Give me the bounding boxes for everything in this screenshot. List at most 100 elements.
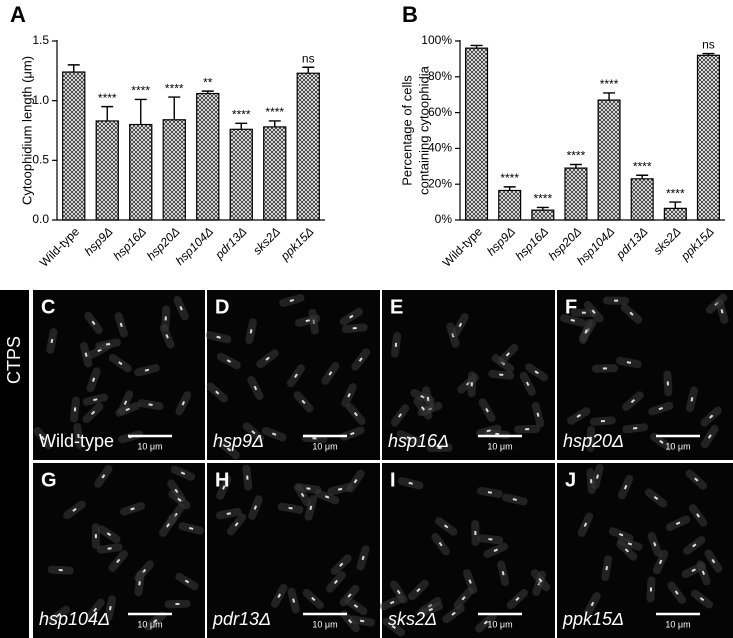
cytoophidium	[226, 512, 231, 515]
cytoophidium	[581, 311, 586, 314]
cytoophidium	[222, 485, 226, 490]
cytoophidium	[438, 541, 443, 547]
strain-label: hsp9Δ	[213, 431, 264, 451]
bar	[95, 120, 119, 221]
cytoophidium	[306, 487, 311, 490]
micrograph	[379, 463, 555, 638]
cytoophidium	[461, 596, 466, 601]
cytoophidium	[216, 335, 221, 339]
cytoophidium	[391, 624, 396, 629]
cytoophidium	[584, 329, 588, 334]
cytoophidium	[50, 338, 54, 344]
cytoophidium	[591, 309, 596, 314]
micrograph	[205, 290, 380, 460]
cytoophidium	[630, 399, 636, 404]
bar	[263, 126, 287, 221]
cytoophidium	[347, 593, 352, 598]
cytoophidium	[600, 419, 605, 423]
y-tick-label: 80%	[428, 69, 452, 83]
cytoophidium	[84, 352, 88, 357]
scale-bar-label: 10 μm	[487, 441, 512, 451]
cytoophidium	[707, 434, 712, 439]
cytoophidium	[339, 562, 344, 567]
significance-label: ****	[232, 108, 251, 122]
cytoophidium	[406, 436, 412, 440]
cytoophidium	[93, 607, 98, 613]
cytoophidium	[653, 496, 659, 501]
x-tick-label: pdr13Δ	[212, 224, 250, 262]
cytoophidium	[633, 427, 638, 430]
cytoophidium	[538, 577, 543, 583]
cytoophidium	[505, 352, 510, 357]
cytoophidium	[451, 611, 456, 616]
cytoophidium	[590, 479, 593, 484]
significance-label: **	[203, 75, 213, 89]
cytoophidium	[589, 436, 592, 441]
cytoophidium	[474, 530, 477, 535]
cytoophidium	[144, 368, 150, 372]
micrograph	[557, 290, 733, 460]
cytoophidium	[614, 299, 619, 302]
bar	[630, 178, 654, 221]
cytoophidium	[305, 319, 310, 323]
cytoophidium	[253, 385, 258, 391]
scale-bar-label: 10 μm	[665, 441, 690, 451]
cytoophidium	[590, 601, 595, 607]
bar	[498, 189, 522, 221]
panel-letter: F	[565, 296, 577, 318]
scale-bar-label: 10 μm	[487, 619, 512, 629]
cytoophidium	[618, 533, 624, 537]
cytoophidium	[353, 478, 358, 484]
cytoophidium	[709, 414, 714, 419]
panel-letter: A	[10, 2, 26, 27]
micrograph-background	[557, 290, 733, 460]
cytoophidium	[596, 474, 599, 479]
micrograph	[557, 463, 733, 638]
y-tick-label: 0%	[435, 212, 453, 226]
cytoophidium	[106, 532, 112, 537]
error-bar	[669, 201, 682, 209]
cytoophidium	[525, 428, 530, 431]
x-tick-label: hsp16Δ	[512, 224, 551, 263]
cytoophidium	[292, 598, 296, 603]
significance-label: ****	[600, 77, 619, 91]
cytoophidium	[701, 570, 706, 576]
y-tick-label: 0.5	[32, 153, 49, 167]
strain-label: hsp20Δ	[563, 431, 624, 451]
cytoophidium	[515, 596, 520, 602]
cytoophidium	[107, 547, 112, 550]
bar	[696, 54, 720, 221]
significance-label: ****	[165, 81, 184, 95]
x-tick-label: hsp16Δ	[110, 224, 149, 263]
error-bar	[235, 122, 248, 130]
micrograph	[33, 463, 205, 638]
cytoophidium	[426, 396, 430, 402]
y-tick-label: 1.0	[32, 93, 49, 107]
error-bar	[302, 66, 315, 74]
y-tick-label: 100%	[421, 33, 452, 47]
strain-label: Wild-type	[39, 431, 114, 451]
y-axis-label: Percentage of cells	[399, 75, 414, 186]
cytoophidium	[349, 314, 354, 319]
cytoophidium	[251, 430, 256, 435]
strain-label: hsp16Δ	[388, 431, 449, 451]
cytoophidium	[420, 395, 425, 399]
cytoophidium	[659, 439, 664, 444]
cytoophidium	[234, 522, 239, 527]
cytoophidium	[488, 538, 493, 541]
cytoophidium	[300, 492, 305, 498]
significance-label: ns	[702, 38, 715, 52]
bar	[296, 72, 320, 221]
cytoophidium	[512, 498, 517, 501]
cytoophidium	[312, 437, 317, 440]
cytoophidium	[125, 407, 130, 412]
bar	[196, 92, 220, 221]
cytoophidium	[177, 497, 182, 502]
strain-label: hsp104Δ	[39, 609, 110, 629]
cytoophidium	[483, 620, 489, 625]
cytoophidium	[90, 410, 96, 415]
cytoophidium	[116, 558, 121, 564]
cytoophidium	[658, 407, 663, 411]
scale-bar-label: 10 μm	[665, 619, 690, 629]
cytoophidium	[253, 505, 258, 510]
